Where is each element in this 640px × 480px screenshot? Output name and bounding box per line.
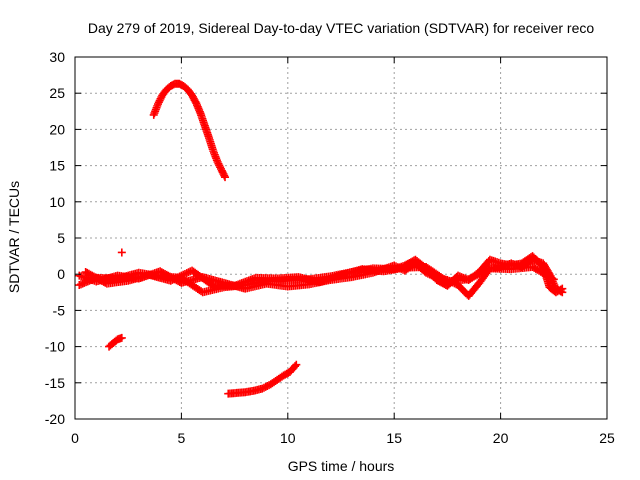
y-tick-label: 5 [57, 230, 65, 246]
data-point [153, 100, 162, 109]
data-point [117, 248, 126, 257]
data-point [216, 163, 225, 172]
y-tick-label: -20 [45, 411, 65, 427]
data-point [182, 269, 191, 278]
data-point [179, 270, 188, 279]
data-point [175, 272, 184, 281]
data-point [173, 273, 182, 282]
data-point [464, 275, 473, 284]
y-axis-label: SDTVAR / TECUs [6, 181, 22, 293]
data-point [172, 274, 181, 283]
data-point [548, 274, 557, 283]
data-point [214, 159, 223, 168]
data-point [168, 275, 177, 284]
series-band-c [81, 262, 558, 290]
y-tick-label: 30 [49, 49, 65, 65]
axis-ticks: 0 5 10 15 20 25 -20 -15 -10 -5 0 5 10 15 20 25 30 [45, 49, 615, 446]
series-short-arc [105, 333, 126, 351]
data-point [478, 268, 487, 277]
data-point [215, 161, 224, 170]
data-point [468, 273, 477, 282]
data-point [156, 94, 165, 103]
x-tick-label: 0 [71, 430, 79, 446]
data-point [477, 268, 486, 277]
data-point [480, 267, 489, 276]
y-tick-label: -5 [53, 302, 66, 318]
data-point [166, 276, 175, 285]
series-arc-high [149, 79, 230, 182]
data-layer [75, 79, 567, 398]
data-point [291, 362, 300, 371]
data-point [556, 287, 565, 296]
data-point [482, 266, 491, 275]
series-arc-low [224, 360, 301, 398]
y-tick-label: -10 [45, 339, 65, 355]
data-point [155, 96, 164, 105]
data-point [470, 272, 478, 281]
x-tick-label: 25 [599, 430, 615, 446]
data-point [471, 271, 480, 280]
series-isolated [117, 248, 126, 257]
y-tick-label: 0 [57, 266, 65, 282]
y-tick-label: 10 [49, 194, 65, 210]
y-tick-label: 25 [49, 85, 65, 101]
data-point [177, 271, 186, 280]
y-tick-label: -15 [45, 375, 65, 391]
data-point [292, 360, 301, 369]
chart-title: Day 279 of 2019, Sidereal Day-to-day VTE… [88, 20, 594, 36]
data-point [221, 173, 230, 182]
y-tick-label: 20 [49, 121, 65, 137]
data-point [213, 157, 222, 166]
x-tick-label: 20 [493, 430, 509, 446]
x-tick-label: 5 [178, 430, 186, 446]
data-point [549, 275, 558, 284]
data-point [475, 269, 484, 278]
y-tick-label: 15 [49, 158, 65, 174]
data-point [180, 269, 189, 278]
x-tick-label: 15 [386, 430, 402, 446]
x-tick-label: 10 [280, 430, 296, 446]
data-point [558, 288, 567, 297]
x-axis-label: GPS time / hours [288, 458, 395, 474]
data-point [170, 275, 179, 284]
data-point [466, 274, 475, 283]
data-point [473, 270, 482, 279]
data-point [117, 333, 126, 342]
data-point [154, 98, 163, 107]
